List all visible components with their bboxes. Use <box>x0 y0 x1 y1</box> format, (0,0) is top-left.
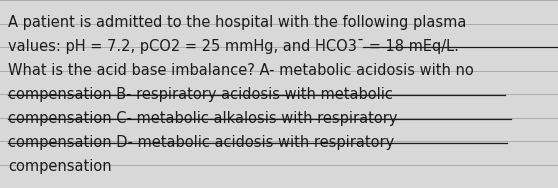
Text: A patient is admitted to the hospital with the following plasma: A patient is admitted to the hospital wi… <box>8 15 466 30</box>
Text: values: pH = 7.2, pCO2 = 25 mmHg, and HCO3¯ = 18 mEq/L.: values: pH = 7.2, pCO2 = 25 mmHg, and HC… <box>8 39 459 54</box>
Text: compensation C- metabolic alkalosis with respiratory: compensation C- metabolic alkalosis with… <box>8 111 398 126</box>
Text: compensation: compensation <box>8 159 112 174</box>
Text: compensation B- respiratory acidosis with metabolic: compensation B- respiratory acidosis wit… <box>8 87 393 102</box>
Text: What is the acid base imbalance? A- metabolic acidosis with no: What is the acid base imbalance? A- meta… <box>8 63 474 78</box>
Text: compensation D- metabolic acidosis with respiratory: compensation D- metabolic acidosis with … <box>8 135 395 150</box>
